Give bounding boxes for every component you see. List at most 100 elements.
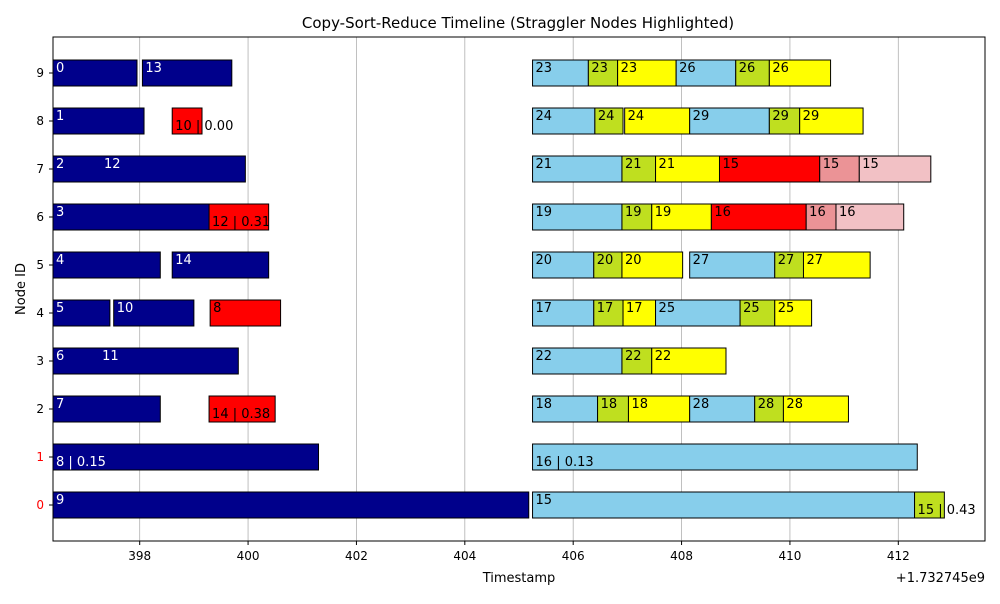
task-label: 16: [714, 205, 731, 220]
task-bar: [141, 59, 233, 87]
task-label: 29: [693, 109, 710, 124]
y-tick-label-straggler: 1: [36, 450, 44, 464]
task-bar: [651, 347, 727, 375]
task-label: 8 | 0.15: [56, 455, 106, 470]
y-tick-label: 6: [36, 210, 44, 224]
task-bar: [597, 395, 629, 423]
task-label: 14: [175, 253, 192, 268]
task-bar: [710, 203, 807, 231]
task-label: 29: [803, 109, 820, 124]
task-bar: [532, 155, 623, 183]
y-tick-label: 7: [36, 162, 44, 176]
task-bar: [52, 107, 145, 135]
y-tick-label: 9: [36, 66, 44, 80]
task-bar: [532, 299, 595, 327]
task-bar: [532, 347, 623, 375]
task-label: 27: [693, 253, 710, 268]
task-bar: [532, 491, 916, 519]
task-label: 22: [625, 349, 642, 364]
plot-frame: [52, 36, 986, 542]
task-label: 15: [823, 157, 840, 172]
task-bar: [171, 107, 203, 135]
task-label: 25: [659, 301, 676, 316]
x-tick-label: 410: [778, 549, 801, 563]
task-bar: [52, 251, 161, 279]
task-label: 21: [659, 157, 676, 172]
task-label-extra: 11: [102, 349, 119, 364]
task-bar: [621, 203, 653, 231]
task-bar: [622, 299, 657, 327]
x-tick-label: 400: [237, 549, 260, 563]
task-label-extra: 12: [104, 157, 121, 172]
task-label: 16 | 0.13: [536, 455, 594, 470]
task-label: 23: [591, 61, 608, 76]
task-bar: [627, 395, 691, 423]
task-label: 2: [56, 157, 64, 172]
y-tick-label: 2: [36, 402, 44, 416]
y-tick-label: 5: [36, 258, 44, 272]
task-label: 3: [56, 205, 64, 220]
task-bar: [689, 395, 756, 423]
task-label: 13: [145, 61, 162, 76]
task-label: 1: [56, 109, 64, 124]
task-label: 12 | 0.31: [212, 215, 270, 230]
task-bar: [799, 107, 864, 135]
task-bar: [52, 347, 239, 375]
task-bar: [52, 155, 246, 183]
task-label: 17: [597, 301, 614, 316]
task-label: 18: [601, 397, 618, 412]
task-bar: [208, 395, 276, 423]
task-bar: [774, 251, 804, 279]
task-bar: [621, 155, 657, 183]
task-bar: [532, 395, 599, 423]
task-bar: [805, 203, 837, 231]
task-bar: [532, 251, 595, 279]
task-bar: [532, 443, 918, 471]
task-bar: [689, 251, 776, 279]
task-label: 9: [56, 493, 64, 508]
task-bar: [735, 59, 770, 87]
task-bar: [718, 155, 821, 183]
x-offset-label: +1.732745e9: [896, 571, 985, 586]
task-bar: [651, 203, 712, 231]
task-bar: [532, 107, 596, 135]
task-label: 16: [839, 205, 856, 220]
x-tick-label: 404: [453, 549, 476, 563]
task-label: 10: [117, 301, 134, 316]
task-label: 20: [625, 253, 642, 268]
task-label: 24: [598, 109, 615, 124]
task-bar: [819, 155, 860, 183]
task-label: 26: [739, 61, 756, 76]
task-label: 17: [626, 301, 643, 316]
task-bar: [621, 251, 684, 279]
task-label: 17: [536, 301, 553, 316]
task-bar: [655, 299, 741, 327]
task-bar: [768, 107, 801, 135]
task-label: 7: [56, 397, 64, 412]
task-label: 19: [625, 205, 642, 220]
task-bar: [593, 251, 623, 279]
task-label: 23: [621, 61, 638, 76]
task-bar: [774, 299, 813, 327]
task-label: 24: [536, 109, 553, 124]
task-label: 15: [722, 157, 739, 172]
task-label: 27: [778, 253, 795, 268]
task-label: 4: [56, 253, 64, 268]
task-bar: [914, 491, 945, 519]
task-bar: [835, 203, 905, 231]
task-bar: [782, 395, 849, 423]
x-tick-label: 402: [345, 549, 368, 563]
task-label: 23: [536, 61, 553, 76]
task-bar: [209, 299, 282, 327]
task-label: 6: [56, 349, 64, 364]
task-bar: [113, 299, 195, 327]
task-label: 8: [213, 301, 221, 316]
x-tick-label: 406: [562, 549, 585, 563]
task-label: 28: [786, 397, 803, 412]
task-label: 19: [655, 205, 672, 220]
task-bar: [593, 299, 624, 327]
task-bar: [532, 59, 589, 87]
